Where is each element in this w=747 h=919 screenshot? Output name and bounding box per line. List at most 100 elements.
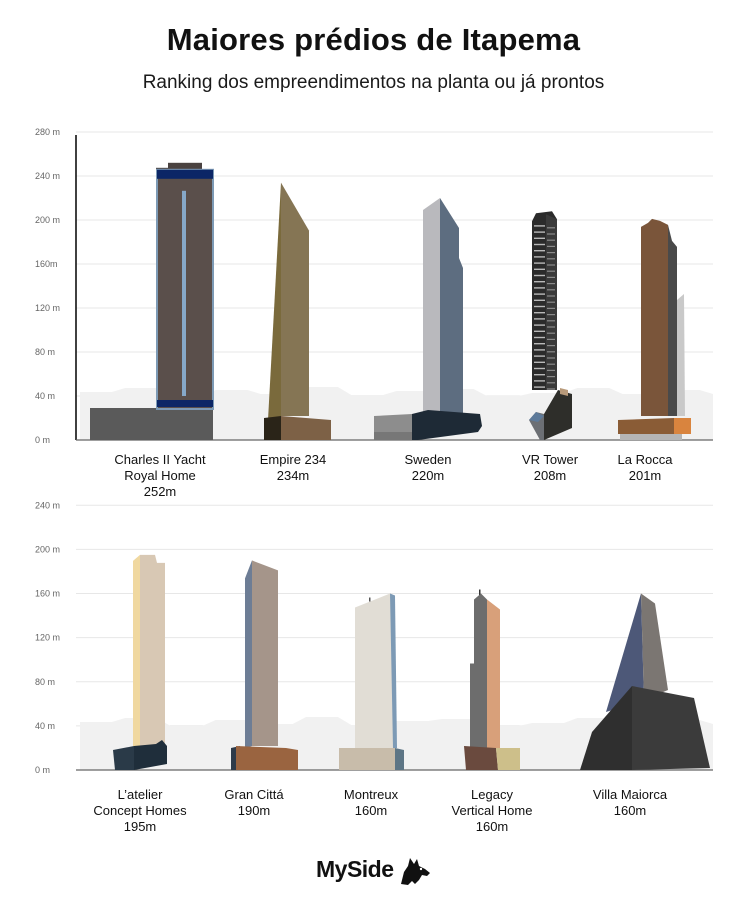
building-window-row-side — [547, 376, 555, 378]
building-window-row — [534, 231, 545, 233]
building-podium-c — [412, 410, 482, 440]
building-height-label: 160m — [613, 803, 647, 818]
building-label: Montreux 160m — [291, 787, 451, 819]
building-spire-left — [606, 593, 644, 712]
building-window-row — [534, 349, 545, 351]
building-height-label: 234m — [276, 468, 310, 483]
building-window-row — [534, 274, 545, 277]
building-podium-glass — [529, 412, 544, 422]
building-window-row — [534, 330, 545, 332]
building-window-row-side — [547, 307, 555, 309]
building-bar — [618, 218, 691, 440]
building-height-label: 160m — [354, 803, 388, 818]
building-window-row-side — [547, 326, 555, 328]
building-name: Charles II Yacht — [114, 452, 206, 467]
building-window-row — [534, 374, 545, 376]
building-face-right — [252, 560, 278, 746]
chart-panel-2: 0 m 40 m 80 m 120 m 160 m 200 m 240 m — [35, 500, 713, 775]
building-podium-left — [464, 746, 498, 770]
building-window-row-side — [547, 314, 555, 316]
building-podium-corner — [674, 418, 691, 434]
building-podium — [339, 748, 395, 770]
building-window-row-side — [547, 264, 555, 266]
building-back — [677, 294, 685, 416]
building-label: Sweden 220m — [348, 452, 508, 484]
y-tick-label: 40 m — [35, 391, 55, 401]
y-tick-label: 200 m — [35, 544, 60, 554]
building-podium-left — [264, 416, 281, 440]
building-face-left — [268, 182, 281, 420]
building-bar — [464, 589, 520, 770]
building-antenna — [479, 589, 481, 596]
building-podium-right — [281, 416, 331, 440]
building-label: VR Tower 208m — [470, 452, 630, 484]
building-bar — [580, 593, 710, 770]
building-window-row — [534, 305, 545, 308]
y-tick-label: 120 m — [35, 303, 60, 313]
y-tick-label: 0 m — [35, 765, 50, 775]
building-window-row — [534, 336, 545, 339]
building-face-left — [355, 593, 394, 748]
building-window-row-side — [547, 295, 555, 297]
building-window-row-side — [547, 283, 555, 285]
building-window-row — [534, 293, 545, 295]
building-window-row-side — [547, 252, 555, 254]
building-bar — [339, 593, 404, 770]
building-window-row-side — [547, 270, 555, 272]
building-podium-right — [134, 740, 167, 770]
building-label: Legacy Vertical Home 160m — [412, 787, 572, 835]
building-window-row-side — [547, 345, 555, 347]
y-tick-label: 160m — [35, 259, 58, 269]
y-tick-label: 80 m — [35, 347, 55, 357]
building-window-row-side — [547, 245, 555, 247]
building-face-right — [440, 198, 463, 415]
chart-title: Maiores prédios de Itapema — [166, 22, 581, 57]
y-tick-label: 200 m — [35, 215, 60, 225]
building-window-row-side — [547, 351, 555, 353]
building-podium-side — [395, 748, 404, 770]
building-window-row — [534, 324, 545, 326]
building-window-row — [534, 225, 545, 227]
building-window-row — [534, 367, 545, 370]
building-window-row-side — [547, 363, 555, 365]
building-window-row — [534, 268, 545, 270]
building-mass-right — [632, 686, 710, 770]
building-podium-right — [544, 390, 572, 440]
building-height-label: 208m — [533, 468, 567, 483]
building-window-row-side — [547, 276, 555, 278]
dog-logo-icon — [401, 858, 430, 885]
building-window-row — [534, 386, 545, 388]
y-tick-label: 240 m — [35, 500, 60, 510]
building-window-row — [534, 287, 545, 289]
chart-subtitle: Ranking dos empreendimentos na planta ou… — [142, 72, 605, 93]
y-tick-label: 80 m — [35, 677, 55, 687]
building-name: Gran Cittá — [224, 787, 284, 802]
building-podium-left — [113, 746, 134, 770]
building-window-row — [534, 299, 545, 301]
building-window-row-side — [547, 301, 555, 303]
building-face-left — [245, 560, 252, 748]
building-podium-right — [236, 746, 298, 770]
building-name: Montreux — [343, 787, 399, 802]
building-band-top — [157, 169, 213, 179]
building-height-label: 160m — [475, 819, 509, 834]
building-height-label: 201m — [628, 468, 662, 483]
building-mass-left — [580, 686, 632, 770]
building-podium-right — [496, 748, 520, 770]
building-window-row — [534, 250, 545, 252]
y-tick-label: 240 m — [35, 171, 60, 181]
building-name: L’atelier — [117, 787, 163, 802]
building-bar — [374, 198, 482, 440]
building-name: Concept Homes — [93, 803, 187, 818]
building-base — [90, 408, 213, 440]
building-label: Villa Maiorca 160m — [550, 787, 710, 819]
building-window-row-side — [547, 289, 555, 291]
y-tick-label: 0 m — [35, 435, 50, 445]
building-window-row-side — [547, 239, 555, 241]
building-window-row-side — [547, 233, 555, 235]
building-label: Charles II Yacht Royal Home 252m — [80, 452, 240, 500]
building-podium — [618, 418, 674, 434]
building-label: Empire 234 234m — [213, 452, 373, 484]
building-window-row-side — [547, 332, 555, 334]
